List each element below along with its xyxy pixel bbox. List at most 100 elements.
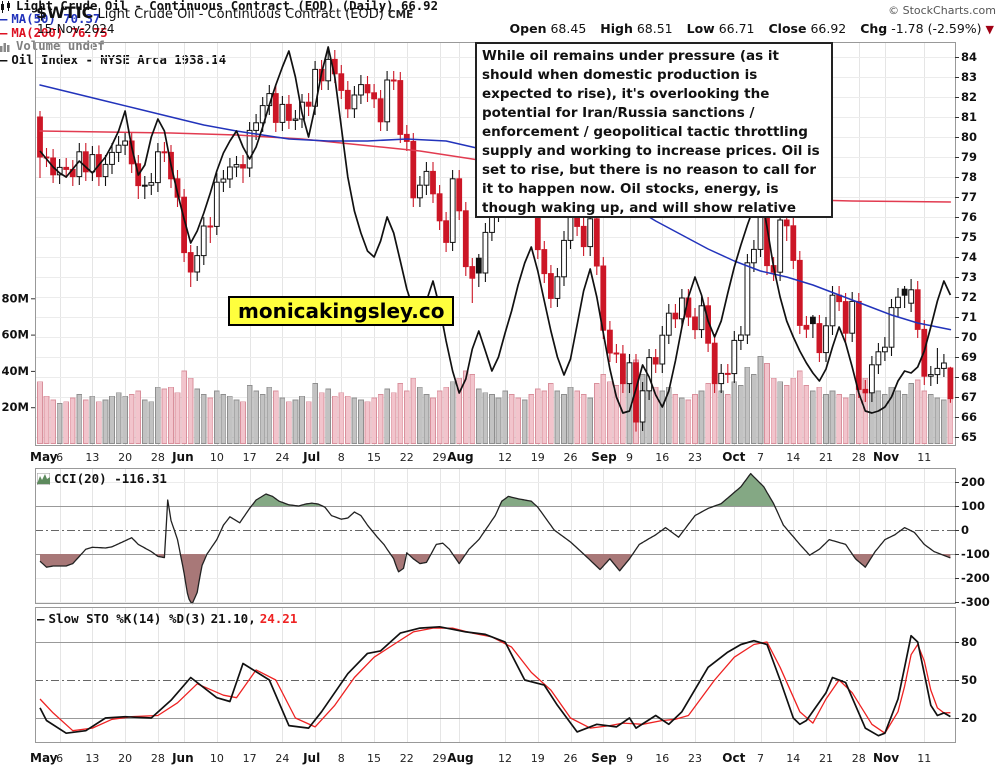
svg-text:80: 80: [961, 635, 977, 649]
svg-text:7: 7: [757, 451, 764, 464]
cci-oversold-fill: [853, 554, 874, 568]
svg-text:40M: 40M: [2, 364, 29, 378]
high-label: High: [600, 21, 633, 36]
svg-text:Aug: Aug: [447, 450, 473, 464]
svg-text:77: 77: [961, 190, 977, 204]
ticker-symbol[interactable]: $WTIC: [36, 3, 94, 22]
chg-value: -1.78 (-2.59%): [891, 21, 982, 36]
legend-ma50[interactable]: MA(50) 70.37: [11, 12, 101, 27]
chart-date: 15-Nov-2024: [37, 22, 115, 36]
svg-text:10: 10: [210, 752, 224, 765]
sto-d-line: [39, 627, 951, 734]
svg-text:14: 14: [786, 451, 800, 464]
svg-text:6: 6: [56, 451, 63, 464]
watermark-badge[interactable]: monicakingsley.co: [228, 296, 455, 326]
exchange-label: CME: [387, 9, 414, 21]
svg-text:May: May: [30, 450, 58, 464]
svg-text:73: 73: [961, 270, 977, 284]
svg-text:11: 11: [917, 752, 931, 765]
oil-index-line: [39, 46, 952, 414]
svg-text:67: 67: [961, 390, 977, 404]
svg-text:23: 23: [688, 451, 702, 464]
svg-text:Aug: Aug: [447, 751, 473, 765]
svg-text:8: 8: [338, 752, 345, 765]
svg-text:12: 12: [498, 752, 512, 765]
svg-text:9: 9: [626, 752, 633, 765]
svg-text:Nov: Nov: [873, 751, 899, 765]
cci-oversold-fill: [585, 554, 632, 571]
svg-text:83: 83: [961, 70, 977, 84]
annotation-text-box: While oil remains under pressure (as it …: [475, 42, 833, 218]
chart-header: $WTIC Light Crude Oil - Continuous Contr…: [36, 3, 413, 22]
svg-text:28: 28: [852, 752, 866, 765]
stockcharts-copyright[interactable]: © StockCharts.com: [888, 4, 996, 17]
svg-text:28: 28: [852, 451, 866, 464]
svg-text:12: 12: [498, 451, 512, 464]
svg-text:70: 70: [961, 330, 977, 344]
open-value: 68.45: [550, 21, 587, 36]
close-value: 66.92: [810, 21, 847, 36]
close-label: Close: [768, 21, 807, 36]
svg-text:28: 28: [151, 451, 165, 464]
svg-text:79: 79: [961, 150, 977, 164]
legend-symbol-row[interactable]: Light Crude Oil - Continuous Contract (E…: [16, 0, 438, 13]
svg-text:Oct: Oct: [722, 751, 745, 765]
open-label: Open: [509, 21, 547, 36]
svg-text:-200: -200: [961, 571, 990, 585]
svg-text:82: 82: [961, 90, 977, 104]
svg-text:15: 15: [367, 752, 381, 765]
svg-text:Nov: Nov: [873, 450, 899, 464]
cci-overbought-fill: [500, 496, 537, 506]
sto-line-icon: —: [37, 611, 45, 626]
cci-overbought-fill: [252, 494, 298, 506]
svg-text:71: 71: [961, 310, 977, 324]
svg-text:6: 6: [56, 752, 63, 765]
svg-text:16: 16: [655, 451, 669, 464]
high-value: 68.51: [636, 21, 673, 36]
svg-text:69: 69: [961, 350, 977, 364]
svg-text:60M: 60M: [2, 328, 29, 342]
svg-text:19: 19: [531, 451, 545, 464]
cci-legend-text[interactable]: CCI(20) -116.31: [54, 471, 167, 486]
svg-text:26: 26: [564, 451, 578, 464]
cci-legend: CCI(20) -116.31: [37, 471, 167, 486]
volume-bars-icon: [0, 43, 10, 53]
chart-title: Light Crude Oil - Continuous Contract (E…: [97, 7, 384, 22]
svg-text:Sep: Sep: [591, 450, 617, 464]
svg-text:28: 28: [151, 752, 165, 765]
svg-text:11: 11: [917, 451, 931, 464]
svg-text:17: 17: [243, 752, 257, 765]
down-triangle-icon: ▼: [985, 23, 994, 36]
svg-text:26: 26: [564, 752, 578, 765]
svg-text:Jul: Jul: [302, 751, 320, 765]
cci-oversold-fill: [392, 554, 406, 572]
legend-oil-index[interactable]: Oil Index - NYSE Arca 1938.14: [11, 52, 227, 67]
svg-text:21: 21: [819, 451, 833, 464]
svg-text:16: 16: [655, 752, 669, 765]
svg-text:-100: -100: [961, 547, 990, 561]
svg-text:-300: -300: [961, 595, 990, 609]
svg-text:23: 23: [688, 752, 702, 765]
svg-text:22: 22: [400, 451, 414, 464]
panel-borders: [35, 42, 956, 743]
svg-text:22: 22: [400, 752, 414, 765]
svg-text:78: 78: [961, 170, 977, 184]
axis-labels: 8483828180797877767574737271706968676665…: [2, 50, 990, 765]
ma200-line-icon: —: [0, 25, 8, 40]
svg-text:21: 21: [819, 752, 833, 765]
svg-text:75: 75: [961, 230, 977, 244]
sto-legend-name[interactable]: Slow STO %K(14) %D(3): [48, 611, 207, 626]
svg-text:100: 100: [961, 499, 985, 513]
svg-text:20: 20: [961, 711, 977, 725]
cci-line: [39, 472, 951, 605]
cci-oversold-fill: [408, 554, 430, 564]
svg-text:74: 74: [961, 250, 977, 264]
svg-text:10: 10: [210, 451, 224, 464]
svg-text:84: 84: [961, 50, 977, 64]
svg-text:Jul: Jul: [302, 450, 320, 464]
legend-ma200[interactable]: MA(200) 76.75: [11, 25, 108, 40]
svg-text:20M: 20M: [2, 400, 29, 414]
svg-text:76: 76: [961, 210, 977, 224]
svg-text:Jun: Jun: [171, 450, 194, 464]
chg-label: Chg: [860, 21, 888, 36]
